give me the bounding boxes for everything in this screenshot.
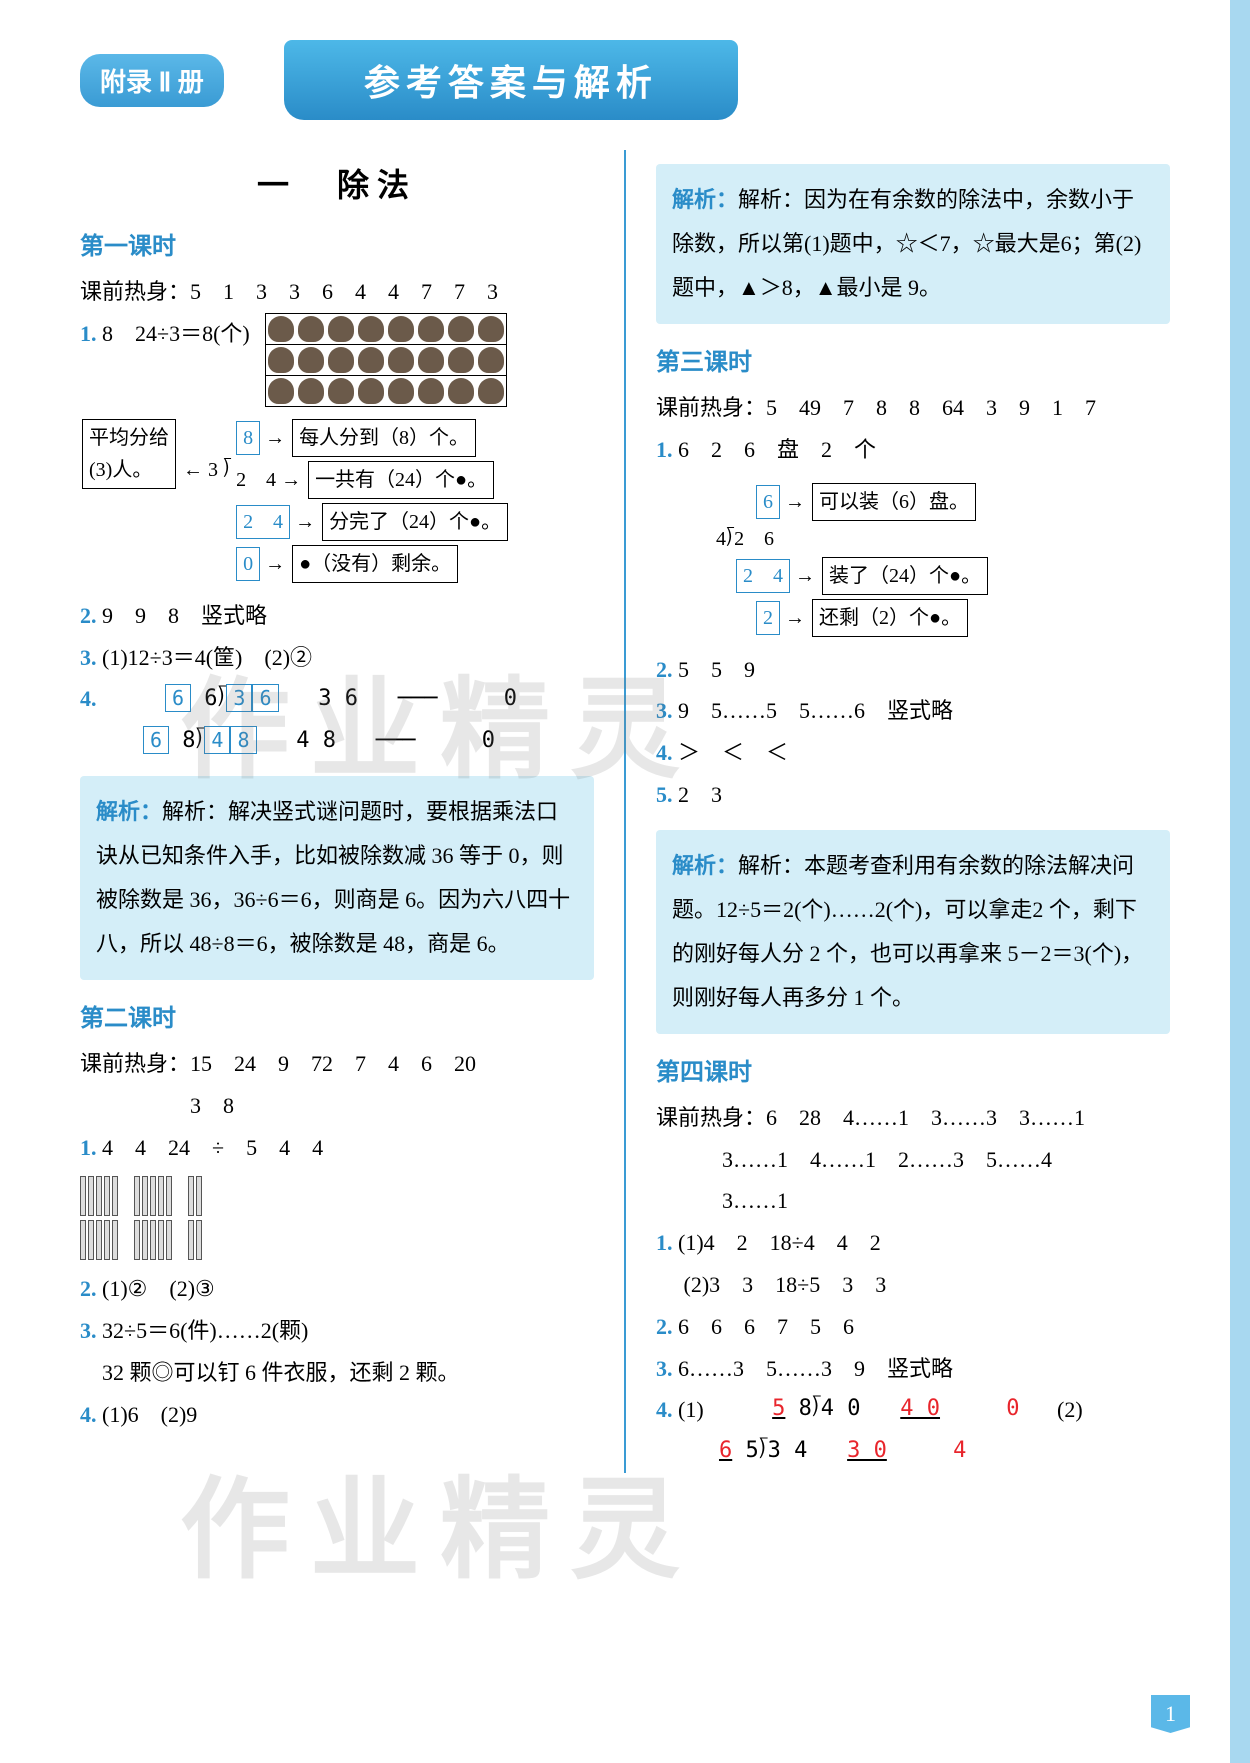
l3-r1: 可以装（6）盘。: [812, 483, 976, 521]
lesson3-q4: 4. ＞ ＜ ＜: [656, 732, 1170, 774]
main-title: 参考答案与解析: [284, 40, 738, 120]
diagram-r3: 分完了（24）个●。: [322, 503, 508, 541]
right-explain-top: 解析：解析：因为在有余数的除法中，余数小于除数，所以第(1)题中，☆＜7，☆最大…: [656, 164, 1170, 324]
lesson1-q1: 1. 8 24÷3＝8(个): [80, 313, 594, 407]
explain-top-text: 解析：因为在有余数的除法中，余数小于除数，所以第(1)题中，☆＜7，☆最大是6；…: [672, 187, 1141, 300]
diagram-r1: 每人分到（8）个。: [292, 419, 476, 457]
lesson1-warmup: 课前热身：5 1 3 3 6 4 4 7 7 3: [80, 271, 594, 313]
quotient-box: 8: [236, 421, 260, 455]
longdiv-q4-2: 6 5⟌3 4 3 0 4: [666, 1437, 966, 1466]
column-divider: [624, 150, 626, 1473]
lesson2-title: 第二课时: [80, 998, 594, 1033]
lesson4-q4: 4. (1) 5 8⟌4 0 4 0 0 (2) 6 5⟌3 4 3 0 4: [656, 1389, 1170, 1473]
lesson2-q3b: 32 颗◎可以钉 6 件衣服，还剩 2 颗。: [80, 1352, 594, 1394]
lesson1-division-diagram: 平均分给 (3)人。 ← 3 ⟌ 8 → 每人分到（8）个。 2 4 → 一共有…: [80, 417, 594, 585]
lesson3-title: 第三课时: [656, 342, 1170, 377]
acorn-grid-icon: [265, 313, 507, 407]
l3-r3: 还剩（2）个●。: [812, 599, 968, 637]
lesson4-q2: 2. 6 6 6 7 5 6: [656, 1306, 1170, 1348]
lesson1-title: 第一课时: [80, 226, 594, 261]
lesson4-title: 第四课时: [656, 1052, 1170, 1087]
arrow-icon: ← 3 ⟌: [183, 459, 231, 481]
lesson4-q3: 3. 6……3 5……3 9 竖式略: [656, 1348, 1170, 1390]
lesson3-explain-text: 解析：本题考查利用有余数的除法解决问题。12÷5＝2(个)……2(个)，可以拿走…: [672, 853, 1143, 1010]
l3-sub: 2 4: [736, 559, 790, 593]
lesson4-q1b: (2)3 3 18÷5 3 3: [656, 1264, 1170, 1306]
lesson2-warmup: 课前热身：15 24 9 72 7 4 6 20 3 8: [80, 1043, 594, 1127]
lesson3-q3: 3. 9 5……5 5……6 竖式略: [656, 690, 1170, 732]
diagram-r4: ●（没有）剩余。: [292, 545, 458, 583]
stick-diagram: [80, 1176, 594, 1260]
rem-box: 0: [236, 547, 260, 581]
lesson3-q5: 5. 2 3: [656, 774, 1170, 816]
l3-r2: 装了（24）个●。: [822, 557, 988, 595]
left-column: 一 除法 第一课时 课前热身：5 1 3 3 6 4 4 7 7 3 1. 8 …: [80, 150, 594, 1473]
diagram-left-box: 平均分给 (3)人。: [82, 419, 176, 489]
explain-label: 解析：: [96, 799, 162, 824]
l3-dividend: 2 6: [734, 528, 774, 550]
diagram-r2: 一共有（24）个●。: [308, 461, 494, 499]
lesson4-warmup: 课前热身：6 28 4……1 3……3 3……1 3……1 4……1 2……3 …: [656, 1097, 1170, 1222]
lesson2-q4: 4. (1)6 (2)9: [80, 1394, 594, 1436]
lesson2-q1: 1. 4 4 24 ÷ 5 4 4: [80, 1127, 594, 1169]
lesson3-explain: 解析：解析：本题考查利用有余数的除法解决问题。12÷5＝2(个)……2(个)，可…: [656, 830, 1170, 1034]
lesson3-division-diagram: 6 → 可以装（6）盘。 4⟌2 6 2 4 → 装了（24）个●。 2 → 还…: [716, 481, 1170, 639]
longdiv-2: 6 8⟌48 4 8 ─── 0: [90, 726, 495, 756]
lesson3-q1: 1. 6 2 6 盘 2 个: [656, 429, 1170, 471]
l3-quotient: 6: [756, 485, 780, 519]
lesson1-q3: 3. (1)12÷3＝4(筐) (2)②: [80, 637, 594, 679]
lesson1-q2: 2. 2. 9 9 8 竖式略9 9 8 竖式略: [80, 595, 594, 637]
lesson2-q3: 3. 32÷5＝6(件)……2(颗): [80, 1310, 594, 1352]
chapter-title: 一 除法: [80, 160, 594, 206]
longdiv-1: 6 6⟌36 3 6 ─── 0: [112, 684, 517, 714]
q-number: 1.: [80, 321, 97, 346]
lesson3-warmup: 课前热身：5 49 7 8 8 64 3 9 1 7: [656, 387, 1170, 429]
lesson1-q4: 4. 6 6⟌36 3 6 ─── 0 6 8⟌48 4 8 ─── 0: [80, 678, 594, 762]
lesson2-q2: 2. (1)② (2)③: [80, 1268, 594, 1310]
explain-text: 解析：解决竖式谜问题时，要根据乘法口诀从已知条件入手，比如被除数减 36 等于 …: [96, 799, 570, 956]
dividend: 2 4: [236, 469, 276, 491]
q1-text: 8 24÷3＝8(个): [102, 321, 250, 346]
sub-box: 2 4: [236, 505, 290, 539]
right-column: 解析：解析：因为在有余数的除法中，余数小于除数，所以第(1)题中，☆＜7，☆最大…: [656, 150, 1170, 1473]
lesson3-q2: 2. 5 5 9: [656, 649, 1170, 691]
longdiv-q4-1: 5 8⟌4 0 4 0 0: [719, 1395, 1019, 1424]
page-number: 1: [1151, 1695, 1190, 1733]
l3-rem: 2: [756, 601, 780, 635]
appendix-badge: 附录 Ⅱ 册: [80, 54, 224, 107]
lesson1-explain: 解析：解析：解决竖式谜问题时，要根据乘法口诀从已知条件入手，比如被除数减 36 …: [80, 776, 594, 980]
lesson4-q1a: 1. (1)4 2 18÷4 4 2: [656, 1222, 1170, 1264]
